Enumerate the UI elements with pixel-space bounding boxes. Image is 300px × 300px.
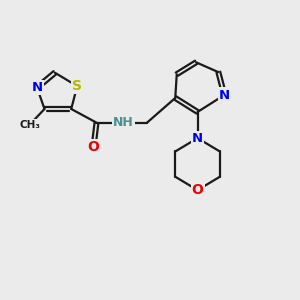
Text: N: N: [219, 88, 230, 101]
Text: N: N: [192, 132, 203, 145]
Text: O: O: [192, 183, 203, 197]
Text: NH: NH: [113, 116, 134, 129]
Text: S: S: [72, 79, 82, 93]
Text: N: N: [32, 81, 43, 94]
Text: O: O: [88, 140, 100, 154]
Text: CH₃: CH₃: [19, 120, 40, 130]
